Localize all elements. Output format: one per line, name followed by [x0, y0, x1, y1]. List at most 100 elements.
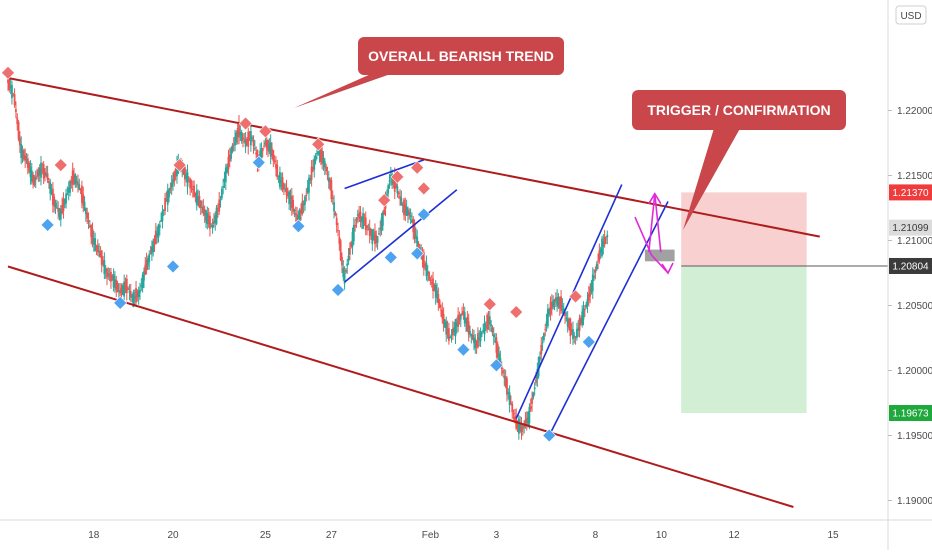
candle-body [565, 317, 568, 319]
candle-body [467, 321, 470, 335]
candle-body [561, 305, 564, 308]
candle-body [59, 208, 62, 220]
candle-body [376, 236, 379, 243]
top-marker [238, 116, 253, 131]
candle-body [442, 313, 445, 325]
candle-body [396, 186, 399, 194]
candle-body [486, 314, 489, 330]
candle-body [215, 207, 218, 224]
candle-body [380, 217, 383, 231]
candle-body [140, 285, 143, 287]
candle-body [161, 211, 164, 222]
candle-body [242, 137, 244, 140]
candle-body [450, 334, 453, 336]
candle-body [503, 376, 506, 379]
candle-body [236, 127, 239, 137]
trigger-callout-tail [683, 125, 742, 230]
candle-body [289, 195, 292, 205]
candle-body [408, 211, 411, 216]
candle-body [577, 327, 580, 331]
candle-body [441, 310, 444, 319]
down-arrow-head [661, 262, 674, 275]
candle-body [263, 145, 265, 147]
candle-body [50, 191, 53, 194]
candle-body [400, 197, 403, 206]
candle-body [479, 331, 482, 342]
candle-body [347, 255, 350, 262]
candle-body [605, 238, 607, 240]
candle-body [285, 187, 288, 196]
candle-body [182, 167, 185, 175]
candle-body [323, 161, 326, 168]
trend-lines [7, 77, 820, 508]
candle-body [137, 290, 140, 298]
candle-body [271, 148, 273, 153]
candle-body [319, 147, 322, 162]
candle-body [335, 217, 338, 226]
candle-body [117, 290, 120, 292]
top-marker [482, 297, 497, 312]
candle-body [516, 422, 519, 426]
candle-body [71, 170, 74, 185]
candle-body [165, 198, 168, 202]
candle-body [371, 229, 374, 244]
candle-body [447, 328, 450, 341]
bottom-marker [581, 334, 596, 349]
candle-body [268, 143, 271, 152]
candle-body [224, 167, 227, 183]
candle-body [79, 189, 82, 191]
candle-body [546, 309, 549, 327]
candle-body [185, 174, 188, 179]
candle-body [549, 301, 552, 315]
candle-body [277, 175, 280, 177]
candle-body [294, 213, 297, 216]
candle-body [239, 131, 242, 136]
candle-body [462, 311, 465, 315]
candle-body [11, 84, 13, 99]
candle-body [206, 212, 209, 224]
candle-body [499, 357, 502, 367]
candle-body [366, 225, 368, 229]
candle-body [337, 230, 339, 232]
candle-body [537, 357, 540, 377]
candle-body [66, 193, 69, 195]
x-tick-label: 18 [88, 530, 100, 541]
candle-body [124, 284, 127, 289]
y-tick-label: 1.20000 [897, 366, 932, 377]
candle-body [343, 273, 346, 284]
candle-body [309, 178, 312, 181]
y-tick-label: 1.21000 [897, 236, 932, 247]
candle-body [94, 238, 97, 251]
candle-body [44, 171, 46, 175]
candle-body [158, 224, 161, 228]
candle-body [286, 192, 289, 197]
candle-body [589, 287, 592, 297]
candle-body [536, 369, 539, 380]
candle-body [193, 185, 196, 197]
candle-body [315, 152, 318, 154]
candle-body [401, 205, 404, 207]
candle-body [368, 227, 371, 236]
candle-body [111, 276, 114, 281]
candle-body [355, 217, 358, 221]
x-tick-label: 3 [494, 530, 500, 541]
candle-body [162, 209, 165, 212]
candle-body [194, 193, 197, 196]
candle-body [127, 288, 130, 291]
candle-body [207, 215, 210, 225]
candle-body [453, 327, 456, 332]
candle-body [13, 94, 16, 106]
price-badge [889, 257, 932, 274]
candle-body [147, 258, 149, 266]
candle-body [506, 378, 508, 395]
top-marker [568, 289, 583, 304]
candle-body [148, 254, 151, 263]
price-badge [889, 405, 932, 422]
candle-body [84, 207, 87, 215]
candle-body [69, 180, 71, 193]
candle-body [133, 296, 136, 299]
candle-body [129, 291, 132, 298]
top-marker [410, 160, 425, 175]
price-badge-label: 1.20804 [892, 261, 929, 272]
